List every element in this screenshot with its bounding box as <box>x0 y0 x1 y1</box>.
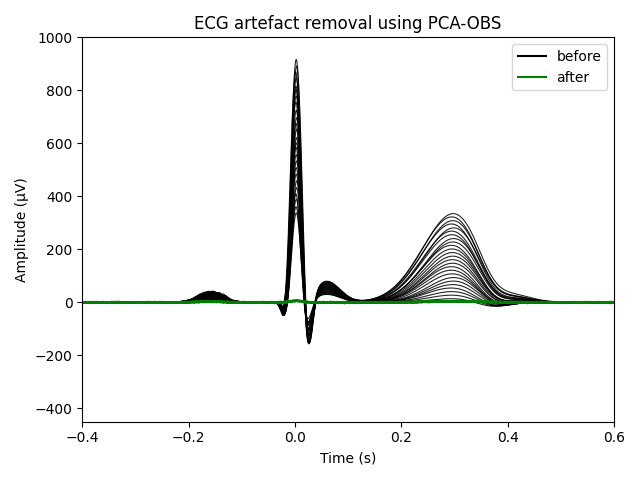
Y-axis label: Amplitude (µV): Amplitude (µV) <box>15 177 29 282</box>
Legend: before, after: before, after <box>512 44 607 90</box>
Title: ECG artefact removal using PCA-OBS: ECG artefact removal using PCA-OBS <box>195 15 502 33</box>
X-axis label: Time (s): Time (s) <box>320 451 376 465</box>
